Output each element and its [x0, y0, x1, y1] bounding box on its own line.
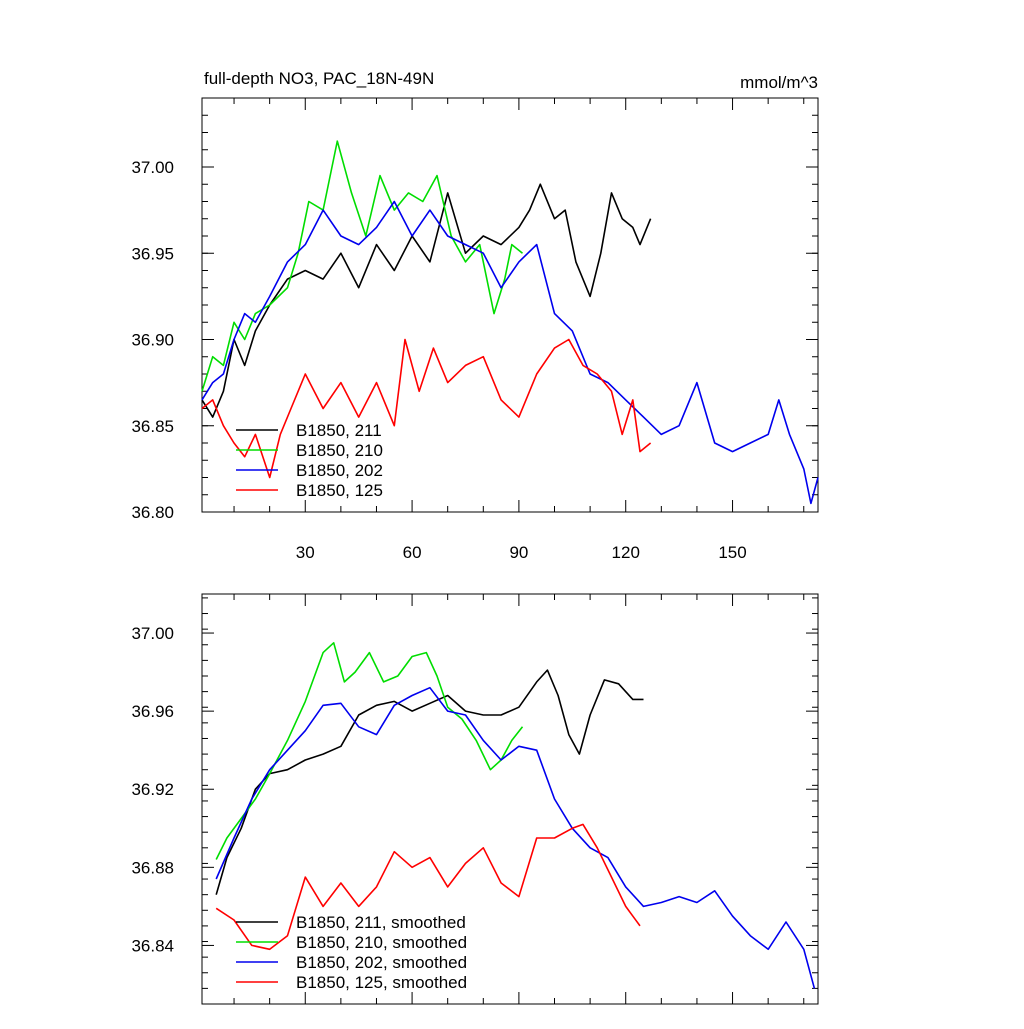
legend-label: B1850, 125, smoothed — [296, 973, 467, 992]
legend-label: B1850, 202, smoothed — [296, 953, 467, 972]
series-line-2 — [215, 641, 524, 860]
bottom-plot-frame — [201, 593, 819, 1005]
bottom-panel: 36.84 36.88 36.92 36.96 37.00 B1850, 211, sm… — [131, 593, 819, 1005]
x-tick-label: 120 — [612, 543, 640, 562]
top-units-label: mmol/m^3 — [740, 73, 818, 92]
legend-label: B1850, 211, smoothed — [296, 913, 466, 932]
x-tick-label: 90 — [509, 543, 528, 562]
legend-label: B1850, 210 — [296, 441, 383, 460]
x-tick-label: 150 — [718, 543, 746, 562]
top-panel: full-depth NO3, PAC_18N-49N mmol/m^3 30 6… — [131, 69, 819, 562]
legend-label: B1850, 211 — [296, 421, 382, 440]
legend-label: B1850, 210, smoothed — [296, 933, 467, 952]
series-line-2 — [201, 140, 524, 392]
x-tick-label: 60 — [403, 543, 422, 562]
x-tick-label: 30 — [296, 543, 315, 562]
top-ticks: 30 60 90 120 150 36.80 36.85 36.90 36.95 37.00 — [131, 97, 818, 562]
y-tick-label: 36.95 — [131, 244, 174, 263]
y-tick-label: 37.00 — [131, 624, 174, 643]
series-line-4 — [201, 338, 652, 479]
top-chart-title: full-depth NO3, PAC_18N-49N — [204, 69, 434, 88]
series-line-4 — [215, 823, 641, 951]
y-tick-label: 37.00 — [131, 158, 174, 177]
y-tick-label: 36.84 — [131, 936, 174, 955]
bottom-series-group — [215, 641, 816, 989]
y-tick-label: 36.88 — [131, 858, 174, 877]
series-line-3 — [215, 686, 816, 989]
series-line-1 — [215, 669, 644, 895]
legend-label: B1850, 202 — [296, 461, 383, 480]
series-line-1 — [201, 183, 652, 418]
y-tick-label: 36.80 — [131, 503, 174, 522]
top-plot-frame — [201, 97, 819, 513]
legend-label: B1850, 125 — [296, 481, 383, 500]
series-line-3 — [201, 200, 819, 505]
y-tick-label: 36.96 — [131, 702, 174, 721]
y-tick-label: 36.92 — [131, 780, 174, 799]
y-tick-label: 36.90 — [131, 331, 174, 350]
bottom-ticks: 36.84 36.88 36.92 36.96 37.00 — [131, 594, 818, 1005]
top-series-group — [201, 140, 819, 505]
y-tick-label: 36.85 — [131, 417, 174, 436]
